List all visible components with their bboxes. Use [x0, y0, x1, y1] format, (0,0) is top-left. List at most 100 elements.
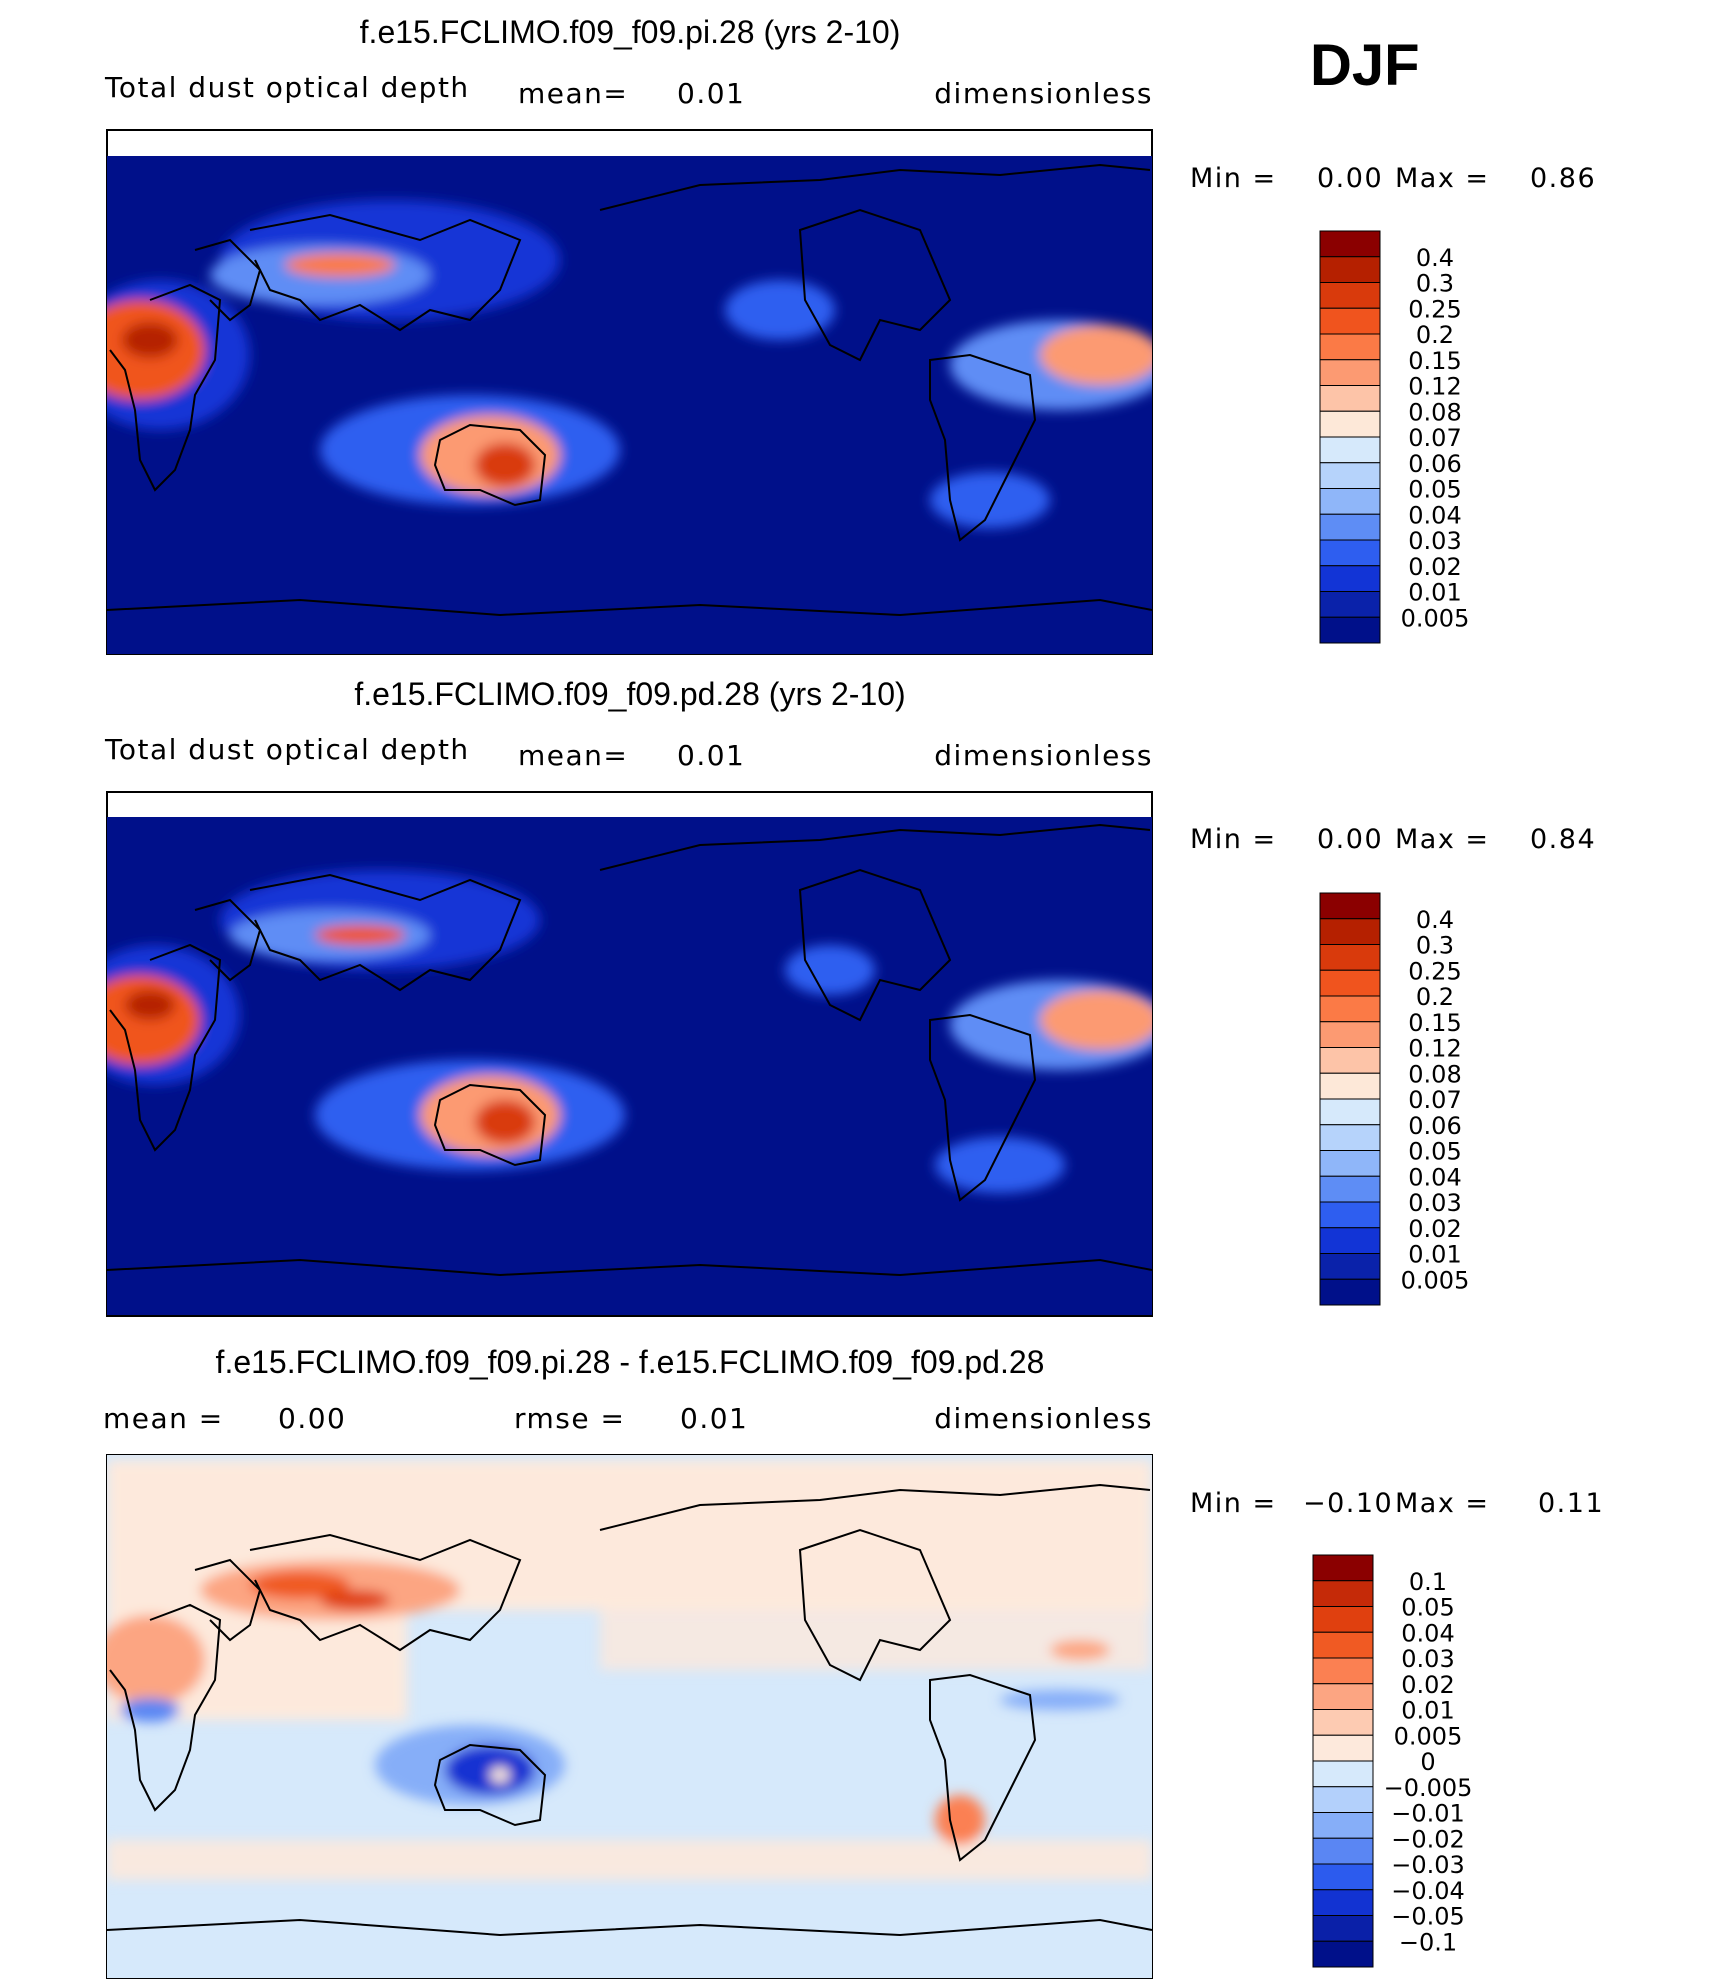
colorbar-label: 0.07	[1408, 424, 1461, 452]
panel-1-min-label: Min =	[1190, 163, 1277, 194]
colorbar-swatch	[1312, 1786, 1374, 1813]
panel-3-rmse-value: 0.01	[680, 1402, 748, 1435]
colorbar-label: 0.3	[1416, 270, 1454, 298]
colorbar-label: −0.01	[1391, 1800, 1465, 1828]
panel-1-min-value: 0.00	[1317, 163, 1383, 194]
panel-3-max-label: Max =	[1395, 1488, 1490, 1519]
colorbar-swatch	[1319, 591, 1381, 618]
colorbar-swatch	[1319, 256, 1381, 283]
colorbar-label: 0.12	[1408, 373, 1461, 401]
panel-2-coastlines	[107, 823, 1152, 1277]
colorbar-swatch	[1312, 1580, 1374, 1607]
colorbar-label: 0.2	[1416, 321, 1454, 349]
colorbar-label: 0.07	[1408, 1086, 1461, 1114]
colorbar-swatch	[1319, 1047, 1381, 1074]
panel-3-coastlines	[107, 1483, 1152, 1937]
panel-1-left-label: Total dust optical depth	[104, 71, 470, 104]
panel-1: f.e15.FCLIMO.f09_f09.pi.28 (yrs 2-10) To…	[104, 14, 1596, 655]
colorbar-swatch	[1312, 1940, 1374, 1968]
colorbar-label: 0.01	[1408, 1241, 1461, 1269]
colorbar-label: 0.12	[1408, 1035, 1461, 1063]
colorbar-label: 0.04	[1401, 1619, 1454, 1647]
panel-1-map	[107, 156, 1152, 654]
colorbar-label: 0.2	[1416, 983, 1454, 1011]
colorbar-swatch	[1319, 1150, 1381, 1177]
colorbar-swatch	[1319, 565, 1381, 592]
panel-1-units: dimensionless	[934, 77, 1153, 110]
panel-3-title: f.e15.FCLIMO.f09_f09.pi.28 - f.e15.FCLIM…	[216, 1344, 1045, 1380]
colorbar-label: 0.03	[1401, 1645, 1454, 1673]
panel-1-mean-label: mean=	[518, 77, 628, 110]
colorbar-label: 0.06	[1408, 450, 1461, 478]
colorbar-label: 0.4	[1416, 244, 1454, 272]
colorbar-label: −0.02	[1391, 1825, 1465, 1853]
colorbar-swatch	[1312, 1683, 1374, 1710]
colorbar-label: 0.06	[1408, 1112, 1461, 1140]
panel-3-max-value: 0.11	[1538, 1488, 1604, 1519]
panel-2-max-value: 0.84	[1530, 824, 1596, 855]
colorbar-swatch	[1319, 1253, 1381, 1280]
colorbar-label: 0.03	[1408, 527, 1461, 555]
colorbar-swatch	[1312, 1812, 1374, 1839]
colorbar-label: 0.25	[1408, 957, 1461, 985]
colorbar-swatch	[1319, 944, 1381, 971]
colorbar-swatch	[1319, 616, 1381, 644]
colorbar-label: 0.03	[1408, 1189, 1461, 1217]
panel-2-map	[107, 817, 1152, 1315]
colorbar-swatch	[1319, 385, 1381, 412]
colorbar-swatch	[1319, 1278, 1381, 1306]
colorbar-label: 0.05	[1401, 1594, 1454, 1622]
colorbar-label: 0.04	[1408, 1163, 1461, 1191]
colorbar-label: 0.3	[1416, 932, 1454, 960]
panel-3-mean-label: mean =	[103, 1402, 224, 1435]
panel-3-min-label: Min =	[1190, 1488, 1277, 1519]
panel-2-max-label: Max =	[1395, 824, 1490, 855]
colorbar-label: 0.02	[1408, 553, 1461, 581]
colorbar-swatch	[1319, 918, 1381, 945]
colorbar-label: 0.02	[1408, 1215, 1461, 1243]
panel-2-mean-label: mean=	[518, 739, 628, 772]
colorbar-swatch	[1319, 410, 1381, 438]
colorbar-label: 0.15	[1408, 347, 1461, 375]
colorbar-swatch	[1319, 1124, 1381, 1151]
colorbar-swatch	[1319, 539, 1381, 567]
panel-2-colorbar: 0.40.30.250.20.150.120.080.070.060.050.0…	[1319, 892, 1470, 1306]
colorbar-swatch	[1319, 1175, 1381, 1203]
panel-2: f.e15.FCLIMO.f09_f09.pd.28 (yrs 2-10) To…	[104, 676, 1596, 1317]
panel-2-min-value: 0.00	[1317, 824, 1383, 855]
colorbar-label: 0.25	[1408, 295, 1461, 323]
colorbar-swatch	[1319, 307, 1381, 335]
colorbar-swatch	[1312, 1606, 1374, 1633]
colorbar-swatch	[1319, 488, 1381, 515]
colorbar-swatch	[1319, 333, 1381, 361]
colorbar-swatch	[1319, 1227, 1381, 1254]
panel-1-coastlines	[107, 163, 1152, 617]
colorbar-swatch	[1319, 282, 1381, 309]
colorbar-label: 0.01	[1401, 1697, 1454, 1725]
colorbar-label: −0.03	[1391, 1851, 1465, 1879]
colorbar-swatch	[1312, 1709, 1374, 1736]
colorbar-label: 0.04	[1408, 501, 1461, 529]
colorbar-label: 0.02	[1401, 1671, 1454, 1699]
colorbar-swatch	[1312, 1760, 1374, 1788]
panel-1-max-value: 0.86	[1530, 163, 1596, 194]
panel-2-mean-value: 0.01	[677, 739, 745, 772]
colorbar-label: 0.08	[1408, 1060, 1461, 1088]
colorbar-label: 0.08	[1408, 398, 1461, 426]
colorbar-swatch	[1312, 1657, 1374, 1685]
colorbar-swatch	[1312, 1837, 1374, 1865]
panel-3-difference-field	[107, 1460, 1152, 1880]
colorbar-swatch	[1319, 230, 1381, 258]
colorbar-label: 0.15	[1408, 1009, 1461, 1037]
panel-1-mean-value: 0.01	[677, 77, 745, 110]
colorbar-label: 0.1	[1409, 1568, 1447, 1596]
panel-3-map	[107, 1455, 1152, 1978]
panel-3-min-value: −0.10	[1303, 1488, 1393, 1519]
panel-1-colorbar: 0.40.30.250.20.150.120.080.070.060.050.0…	[1319, 230, 1469, 644]
colorbar-label: −0.1	[1399, 1928, 1457, 1956]
panel-3-colorbar: 0.10.050.040.030.020.010.0050−0.005−0.01…	[1312, 1554, 1472, 1968]
colorbar-label: −0.05	[1391, 1903, 1465, 1931]
colorbar-label: 0.005	[1401, 1266, 1470, 1294]
colorbar-swatch	[1319, 436, 1381, 464]
